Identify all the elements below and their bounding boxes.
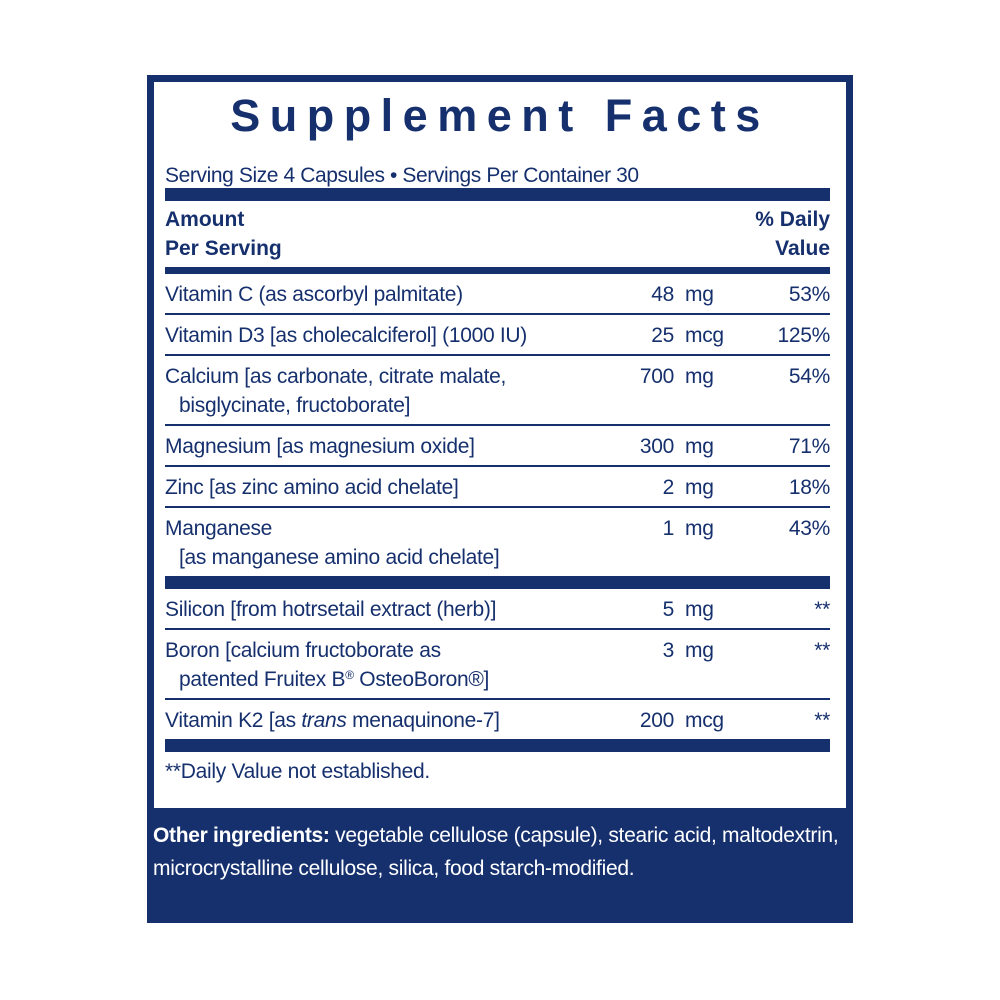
amount-header-line: Amount (165, 208, 245, 231)
nutrient-row: Calcium [as carbonate, citrate malate, bi… (165, 354, 830, 424)
daily-value: ** (814, 639, 830, 662)
footnote: **Daily Value not established. (165, 760, 430, 783)
facts-table: Amount Per Serving % Daily Value Vitamin C (… (165, 188, 830, 784)
label-panel: Supplement Facts Serving Size 4 Capsules… (147, 75, 853, 923)
unit: mg (685, 517, 714, 540)
unit: mg (685, 639, 714, 662)
name-text: Vitamin C (as ascorbyl palmitate) (165, 283, 463, 306)
name-text: Boron [calcium fructoborate as (165, 639, 441, 662)
nutrient-name: Vitamin D3 [as cholecalciferol] (1000 IU… (165, 321, 527, 350)
nutrient-row: Zinc [as zinc amino acid chelate] 2 mg 18% (165, 465, 830, 506)
serving-info: Serving Size 4 Capsules • Servings Per C… (165, 164, 639, 187)
name-line: [as manganese amino acid chelate] (165, 543, 500, 572)
name-text: menaquinone-7] (346, 709, 500, 732)
divider (165, 739, 830, 752)
amount: 300 (639, 435, 674, 458)
unit: mg (685, 365, 714, 388)
name-line: Manganese (165, 514, 499, 543)
amount: 3 (662, 639, 675, 662)
name-line: Vitamin K2 [as trans menaquinone-7] (165, 706, 500, 735)
nutrient-name: Magnesium [as magnesium oxide] (165, 432, 475, 461)
name-line: Calcium [as carbonate, citrate malate, (165, 362, 506, 391)
name-line: Vitamin D3 [as cholecalciferol] (1000 IU… (165, 321, 527, 350)
nutrient-name: Silicon [from hotrsetail extract (herb)] (165, 595, 496, 624)
name-text: Silicon [from hotrsetail extract (herb)] (165, 598, 497, 621)
name-text: trans (301, 709, 347, 732)
nutrient-row: Boron [calcium fructoborate as patented F… (165, 628, 830, 698)
name-line: patented Fruitex B® OsteoBoron®] (165, 665, 489, 694)
daily-value: ** (814, 709, 830, 732)
name-text: [as manganese amino acid chelate] (179, 546, 500, 569)
name-text: Calcium [as carbonate, citrate malate, (165, 365, 507, 388)
name-line: bisglycinate, fructoborate] (165, 391, 506, 420)
daily-value: 43% (788, 517, 830, 540)
unit: mg (685, 476, 714, 499)
name-text: Vitamin D3 [as cholecalciferol] (1000 IU… (165, 324, 527, 347)
unit: mg (685, 598, 714, 621)
name-text: Vitamin K2 [as (165, 709, 302, 732)
name-line: Silicon [from hotrsetail extract (herb)] (165, 595, 496, 624)
daily-value: 54% (788, 365, 830, 388)
amount-header-line: Per Serving (165, 237, 282, 260)
daily-value: 53% (788, 283, 830, 306)
daily-value: 18% (788, 476, 830, 499)
amount: 2 (662, 476, 675, 499)
amount: 1 (662, 517, 675, 540)
divider (165, 576, 830, 589)
nutrient-row: Silicon [from hotrsetail extract (herb)]… (165, 589, 830, 628)
amount: 700 (639, 365, 674, 388)
name-text: bisglycinate, fructoborate] (179, 394, 411, 417)
amount: 48 (651, 283, 674, 306)
divider (165, 188, 830, 201)
daily-value: 125% (777, 324, 830, 347)
amount: 5 (662, 598, 675, 621)
nutrient-row: Vitamin C (as ascorbyl palmitate) 48 mg 53% (165, 274, 830, 313)
nutrient-name: Vitamin C (as ascorbyl palmitate) (165, 280, 463, 309)
name-text: ® (345, 668, 354, 682)
name-text: patented Fruitex B (179, 668, 346, 691)
dv-header-line: Value (775, 237, 830, 260)
nutrient-row: Vitamin D3 [as cholecalciferol] (1000 IU… (165, 313, 830, 354)
dv-header-line: % Daily (755, 208, 830, 231)
unit: mg (685, 283, 714, 306)
amount: 25 (651, 324, 674, 347)
other-label: Other ingredients: (153, 824, 330, 847)
unit: mg (685, 435, 714, 458)
name-text: Manganese (165, 517, 273, 540)
nutrient-row: Manganese [as manganese amino acid chelat… (165, 506, 830, 576)
nutrient-name: Calcium [as carbonate, citrate malate, bi… (165, 362, 506, 420)
daily-value: 71% (788, 435, 830, 458)
nutrient-row: Magnesium [as magnesium oxide] 300 mg 71% (165, 424, 830, 465)
nutrient-row: Vitamin K2 [as trans menaquinone-7] 200 mc… (165, 698, 830, 739)
amount: 200 (639, 709, 674, 732)
other-text: vegetable cellulose (capsule), stearic a… (153, 824, 839, 880)
daily-value: ** (814, 598, 830, 621)
name-line: Boron [calcium fructoborate as (165, 636, 489, 665)
unit: mcg (685, 324, 724, 347)
name-line: Vitamin C (as ascorbyl palmitate) (165, 280, 463, 309)
name-text: Magnesium [as magnesium oxide] (165, 435, 475, 458)
name-line: Zinc [as zinc amino acid chelate] (165, 473, 459, 502)
other-ingredients: Other ingredients: vegetable cellulose (… (153, 819, 843, 885)
nutrient-name: Zinc [as zinc amino acid chelate] (165, 473, 459, 502)
name-text: OsteoBoron®] (353, 668, 490, 691)
column-header: Amount Per Serving % Daily Value (165, 201, 830, 267)
divider (165, 267, 830, 274)
name-text: Zinc [as zinc amino acid chelate] (165, 476, 459, 499)
nutrient-name: Boron [calcium fructoborate as patented F… (165, 636, 489, 694)
dv-header: % Daily Value (755, 205, 830, 263)
amount-header: Amount Per Serving (165, 205, 282, 263)
nutrient-name: Vitamin K2 [as trans menaquinone-7] (165, 706, 500, 735)
title: Supplement Facts (230, 90, 770, 141)
unit: mcg (685, 709, 724, 732)
name-line: Magnesium [as magnesium oxide] (165, 432, 475, 461)
facts-area: Supplement Facts Serving Size 4 Capsules… (154, 82, 846, 808)
nutrient-name: Manganese [as manganese amino acid chelat… (165, 514, 500, 572)
